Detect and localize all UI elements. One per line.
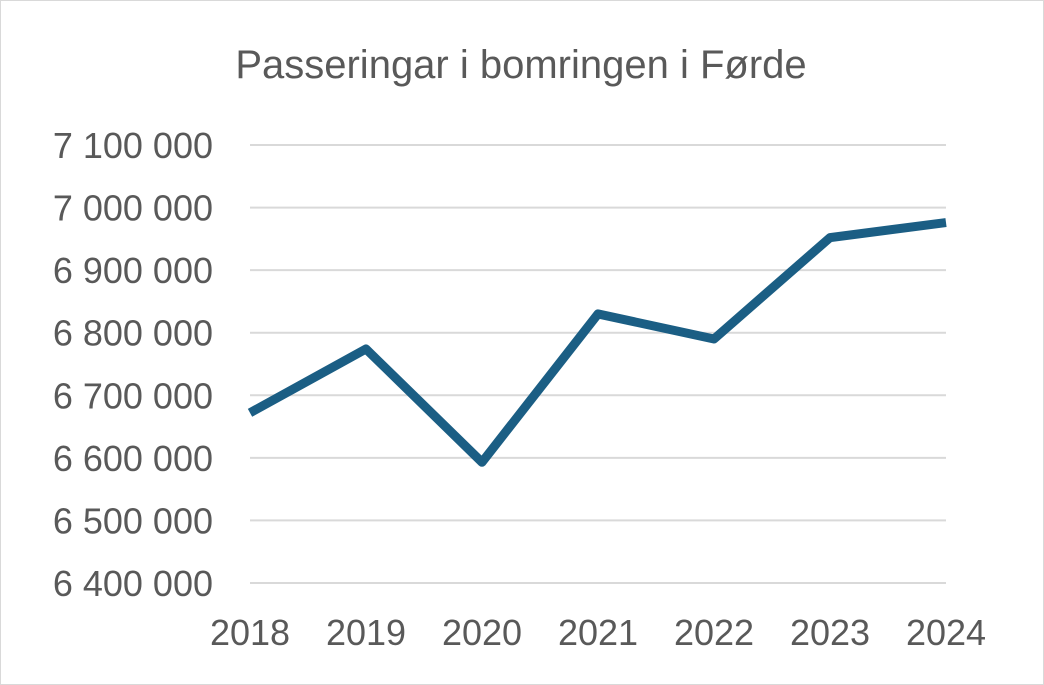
y-axis-tick-labels: 6 400 000 6 500 000 6 600 000 6 700 000 6 80… [53,125,213,604]
series-line [247,218,947,467]
x-tick-label: 2023 [790,612,870,653]
y-tick-label: 6 400 000 [53,563,213,604]
y-tick-label: 7 000 000 [53,188,213,229]
series-layer [247,218,947,467]
x-tick-label: 2024 [906,612,986,653]
chart-title: Passeringar i bomringen i Førde [235,43,806,87]
x-tick-label: 2019 [326,612,406,653]
gridlines [250,144,946,584]
y-tick-label: 6 900 000 [53,250,213,291]
x-tick-label: 2018 [210,612,290,653]
y-tick-label: 6 500 000 [53,500,213,541]
y-tick-label: 6 600 000 [53,438,213,479]
x-tick-label: 2021 [558,612,638,653]
x-tick-label: 2022 [674,612,754,653]
y-tick-label: 6 800 000 [53,313,213,354]
x-tick-label: 2020 [442,612,522,653]
x-axis-tick-labels: 2018 2019 2020 2021 2022 2023 2024 [210,612,986,653]
y-tick-label: 7 100 000 [53,125,213,166]
y-tick-label: 6 700 000 [53,375,213,416]
